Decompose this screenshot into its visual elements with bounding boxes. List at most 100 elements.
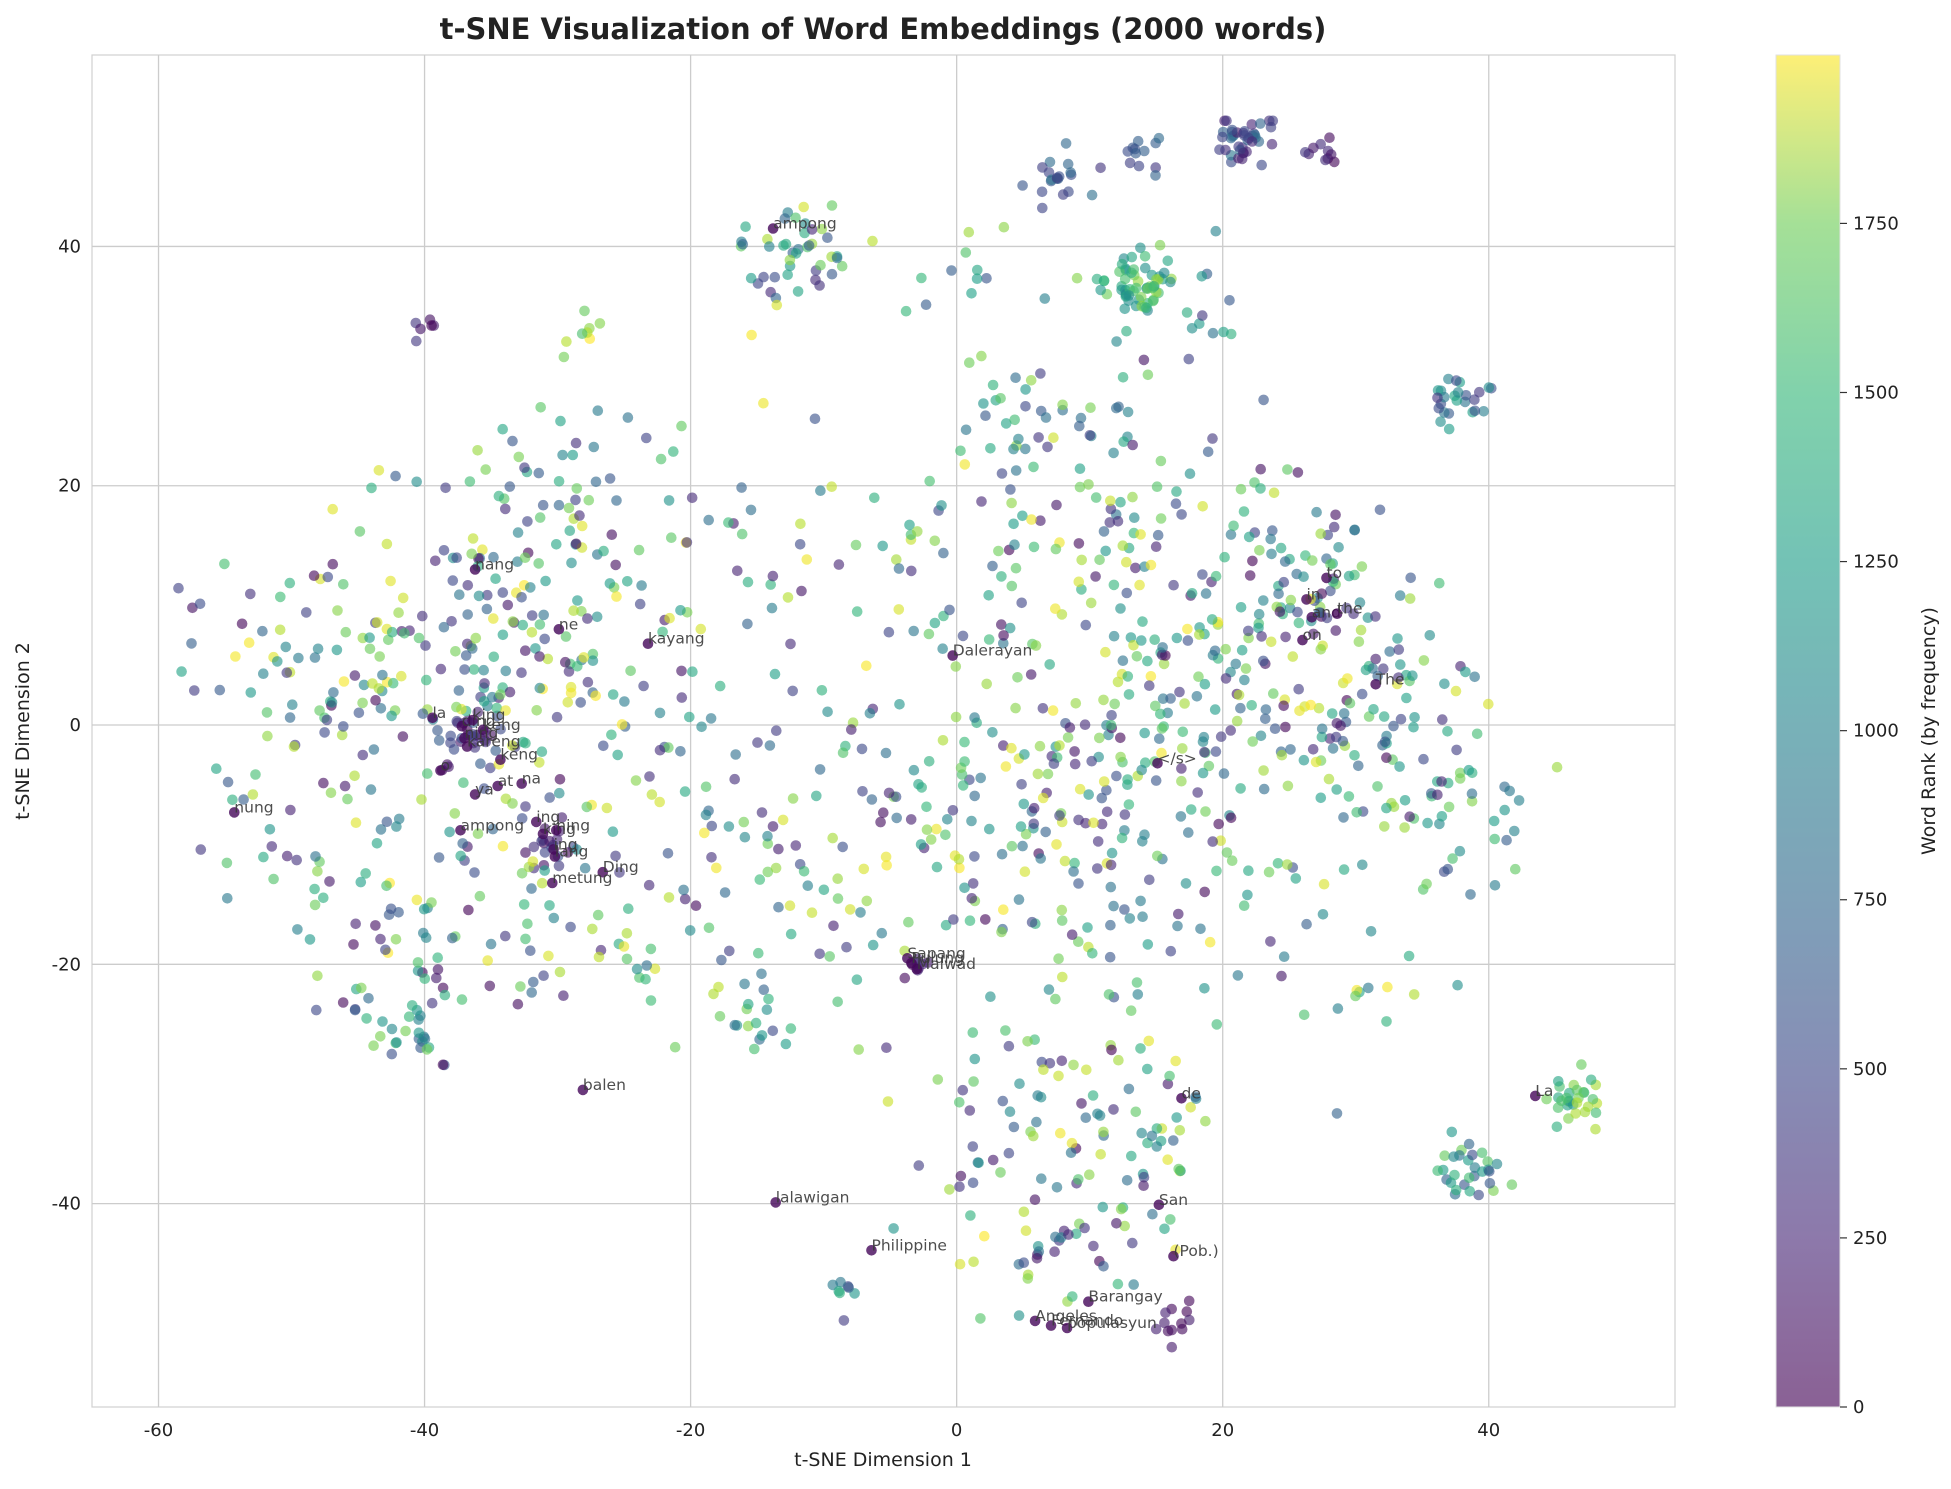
embedding-point <box>1094 732 1105 744</box>
embedding-point <box>1464 1186 1476 1197</box>
embedding-point <box>1338 708 1350 719</box>
embedding-point <box>1184 1314 1195 1326</box>
embedding-point <box>526 610 538 621</box>
x-tick-label: -20 <box>676 1420 705 1441</box>
embedding-point <box>957 1084 969 1096</box>
embedding-point <box>1122 406 1134 418</box>
embedding-point <box>447 932 458 944</box>
embedding-point <box>1168 1135 1179 1146</box>
embedding-point <box>834 1287 845 1299</box>
embedding-point <box>1404 811 1415 822</box>
embedding-point <box>684 925 696 936</box>
embedding-point <box>1115 751 1126 763</box>
embedding-point <box>1092 1108 1103 1120</box>
colorbar-tick-label: 1250 <box>1853 552 1899 573</box>
embedding-point <box>576 520 588 532</box>
embedding-point <box>1133 160 1145 172</box>
embedding-point <box>361 1013 372 1024</box>
embedding-point <box>426 897 437 908</box>
embedding-point <box>876 927 888 939</box>
embedding-point <box>719 887 731 898</box>
embedding-point <box>957 780 969 791</box>
embedding-point <box>1541 1093 1552 1105</box>
embedding-point <box>881 1042 892 1053</box>
embedding-point <box>606 729 617 741</box>
embedding-point <box>714 680 726 692</box>
embedding-point <box>785 1023 797 1034</box>
embedding-point <box>460 650 472 661</box>
embedding-point <box>500 930 511 942</box>
embedding-point <box>708 988 719 1000</box>
embedding-point <box>1067 1291 1078 1302</box>
embedding-point <box>969 1053 981 1065</box>
embedding-point <box>439 989 451 1001</box>
embedding-point <box>1126 251 1138 263</box>
embedding-point <box>312 970 323 982</box>
embedding-point <box>654 744 666 756</box>
embedding-point <box>593 951 605 963</box>
embedding-point <box>572 595 583 606</box>
embedding-point <box>766 602 778 614</box>
embedding-point <box>987 379 999 391</box>
embedding-point <box>528 976 539 988</box>
embedding-point <box>1036 186 1048 198</box>
embedding-point <box>1434 577 1445 589</box>
embedding-point <box>601 802 613 814</box>
embedding-point <box>1088 1240 1099 1252</box>
embedding-point <box>686 492 698 504</box>
embedding-point <box>1561 1092 1572 1104</box>
embedding-point <box>516 667 527 678</box>
embedding-point <box>1085 597 1097 609</box>
embedding-point <box>969 790 980 802</box>
colorbar-tick-label: 1750 <box>1853 213 1899 234</box>
embedding-point <box>565 921 576 933</box>
word-label: Barangay <box>1088 1288 1162 1306</box>
grid <box>92 55 1675 1407</box>
embedding-point <box>1165 945 1177 957</box>
embedding-point <box>1174 686 1185 698</box>
word-label: ning <box>556 816 590 834</box>
embedding-point <box>386 710 397 722</box>
embedding-point <box>500 503 511 515</box>
embedding-point <box>880 851 892 863</box>
embedding-point <box>1482 1156 1493 1167</box>
embedding-point <box>324 876 335 887</box>
embedding-point <box>1463 764 1475 776</box>
embedding-point <box>1418 753 1429 765</box>
embedding-point <box>493 490 505 502</box>
embedding-point <box>1152 529 1164 541</box>
embedding-point <box>1141 302 1152 314</box>
word-label: lang <box>555 843 588 861</box>
annotated-word-point <box>537 828 549 840</box>
embedding-point <box>1553 1076 1564 1087</box>
embedding-point <box>846 724 857 735</box>
embedding-point <box>998 904 1009 915</box>
embedding-point <box>995 393 1006 404</box>
embedding-point <box>882 1096 894 1107</box>
embedding-point <box>732 565 743 577</box>
embedding-point <box>1070 698 1082 709</box>
embedding-point <box>1182 623 1193 635</box>
word-label: o <box>441 757 450 775</box>
embedding-point <box>516 813 528 824</box>
embedding-point <box>390 470 401 482</box>
embedding-point <box>1129 512 1140 523</box>
embedding-point <box>272 656 283 667</box>
embedding-point <box>1131 977 1143 988</box>
embedding-point <box>947 805 959 816</box>
embedding-point <box>563 666 575 677</box>
embedding-point <box>522 516 533 527</box>
embedding-point <box>1051 839 1062 850</box>
embedding-point <box>497 423 509 435</box>
embedding-point <box>1151 1141 1163 1152</box>
embedding-point <box>487 823 499 835</box>
embedding-point <box>1489 833 1500 845</box>
embedding-point <box>553 476 565 487</box>
embedding-point <box>1127 491 1138 503</box>
embedding-point <box>1422 817 1433 829</box>
embedding-point <box>478 783 490 794</box>
embedding-point <box>631 963 643 975</box>
embedding-point <box>1298 571 1309 582</box>
embedding-point <box>752 737 763 748</box>
embedding-point <box>996 619 1007 630</box>
